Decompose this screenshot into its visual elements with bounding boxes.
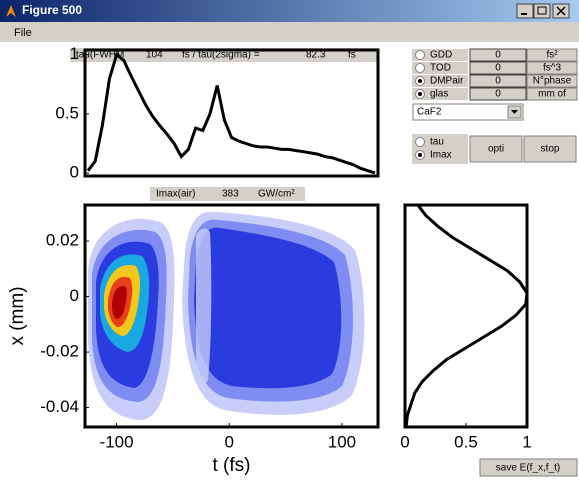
title-bar xyxy=(0,0,579,22)
imax-value: 383 xyxy=(222,189,239,200)
unit-label: fs^3 xyxy=(543,63,561,74)
radio-label: DMPair xyxy=(430,76,464,87)
profile-curve xyxy=(404,203,529,427)
info-unit: fs xyxy=(348,50,356,61)
radio-label: glas xyxy=(430,89,448,100)
mode-label: Imax xyxy=(430,150,452,161)
sigma-value: 82.3 xyxy=(306,50,326,61)
x-tick-label: 1 xyxy=(522,432,531,451)
radio-button[interactable] xyxy=(415,50,425,60)
unit-label: N°phase xyxy=(533,76,572,87)
intensity-curve xyxy=(86,52,376,175)
control-row xyxy=(412,49,468,61)
imax-unit: GW/cm² xyxy=(258,189,295,200)
y-tick-label: 1 xyxy=(70,44,79,63)
x-tick-label: 0 xyxy=(225,432,234,451)
axes-frame xyxy=(403,203,529,429)
y-tick-label: -0.02 xyxy=(40,342,79,361)
y-tick-label: -0.04 xyxy=(40,397,79,416)
material-popup[interactable] xyxy=(412,103,524,121)
radio-button-dot xyxy=(418,92,422,96)
y-tick-label: 0.5 xyxy=(55,103,79,122)
x-tick-label: 100 xyxy=(328,432,356,451)
radio-label: TOD xyxy=(430,63,451,74)
unit-label-box xyxy=(526,74,578,88)
control-row xyxy=(412,62,468,74)
y-tick-label: 0.02 xyxy=(46,231,79,250)
button-label: opti xyxy=(488,144,504,155)
menu-bar xyxy=(0,22,579,42)
push-button[interactable] xyxy=(523,135,577,163)
unit-label-box xyxy=(526,61,578,75)
imax-bar xyxy=(150,187,305,201)
radio-button-dot xyxy=(418,79,422,83)
control-row xyxy=(412,75,468,87)
y-tick-label: 0 xyxy=(70,163,79,182)
fwhm-value: 104 xyxy=(146,50,163,61)
save-button[interactable] xyxy=(479,458,578,477)
edit-value: 0 xyxy=(495,50,501,61)
edit-value: 0 xyxy=(495,89,501,100)
x-axis-label: t (fs) xyxy=(213,455,251,476)
app-icon xyxy=(6,5,16,17)
y-axis-label: x (mm) xyxy=(7,286,28,345)
x-tick-label: -100 xyxy=(100,432,134,451)
mode-radio[interactable] xyxy=(415,137,425,147)
unit-label-box xyxy=(526,48,578,62)
edit-box[interactable] xyxy=(469,87,527,101)
button-label: stop xyxy=(541,144,560,155)
edit-box[interactable] xyxy=(469,48,527,62)
x-tick-label: 0 xyxy=(400,432,409,451)
mode-label: tau xyxy=(430,137,444,148)
edit-box[interactable] xyxy=(469,61,527,75)
radio-label: GDD xyxy=(430,50,452,61)
window-title: Figure 500 xyxy=(22,3,82,17)
push-button[interactable] xyxy=(469,135,523,163)
maximize-button[interactable] xyxy=(533,3,551,19)
info-label: tau(FWHM xyxy=(76,50,124,61)
save-label: save E(f_x,f_t) xyxy=(496,463,560,474)
material-value: CaF2 xyxy=(417,107,442,118)
control-row xyxy=(412,88,468,100)
radio-button[interactable] xyxy=(415,63,425,73)
unit-label-box xyxy=(526,87,578,101)
axes-frame xyxy=(83,203,380,429)
x-tick-label: 0.5 xyxy=(454,432,478,451)
axes-frame xyxy=(83,48,380,178)
y-tick-label: 0 xyxy=(70,286,79,305)
unit-label: mm of xyxy=(538,89,566,100)
edit-value: 0 xyxy=(495,76,501,87)
edit-box[interactable] xyxy=(469,74,527,88)
popup-arrow xyxy=(511,110,518,114)
contour-fill xyxy=(88,211,365,420)
mode-radio-dot xyxy=(418,153,422,157)
unit-label: fs² xyxy=(546,50,558,61)
menu-item[interactable]: File xyxy=(14,27,32,39)
info-middle: fs / tau(2sigma) = xyxy=(182,50,260,61)
minimize-button[interactable] xyxy=(516,3,534,19)
edit-value: 0 xyxy=(495,63,501,74)
window-buttons xyxy=(516,3,570,19)
imax-label: Imax(air) xyxy=(156,189,195,200)
